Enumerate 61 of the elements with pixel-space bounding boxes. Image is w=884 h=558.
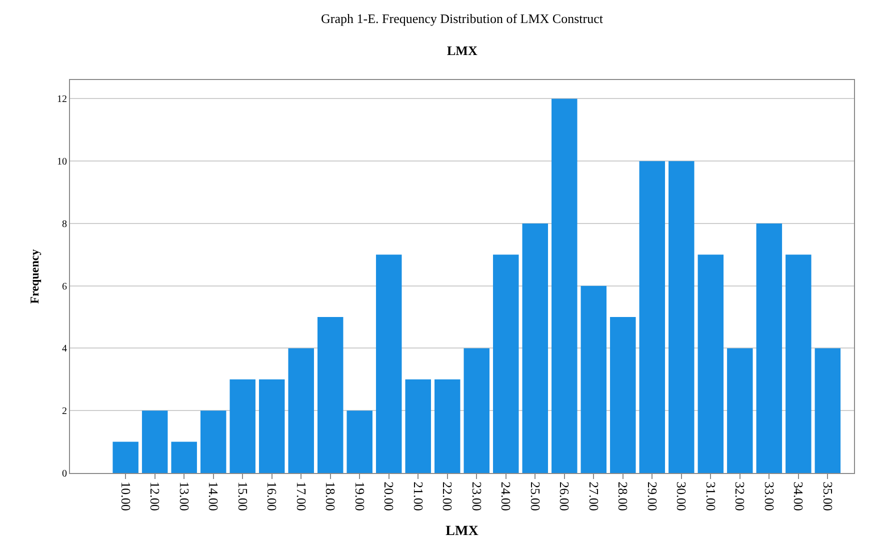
bar <box>639 161 666 473</box>
bar <box>464 348 490 473</box>
bar <box>200 410 226 473</box>
bar <box>317 317 344 473</box>
bar <box>493 254 519 473</box>
x-tick-label: 13.00 <box>176 482 192 511</box>
bar <box>580 286 607 473</box>
x-tick-label: 22.00 <box>440 482 456 511</box>
bar <box>258 379 285 473</box>
bar <box>434 379 460 473</box>
bar <box>756 223 782 473</box>
bar <box>230 379 256 473</box>
x-tick-label: 10.00 <box>118 482 134 511</box>
x-tick-label: 25.00 <box>528 482 543 511</box>
x-tick-label: 28.00 <box>616 482 631 511</box>
y-axis-title: Frequency <box>27 249 42 304</box>
y-tick-label: 4 <box>62 344 67 355</box>
chart-title: Graph 1-E. Frequency Distribution of LMX Construct <box>321 11 604 26</box>
x-tick-label: 20.00 <box>382 482 397 511</box>
y-tick-label: 0 <box>62 468 67 480</box>
bar <box>727 348 753 473</box>
x-tick-label: 16.00 <box>264 482 280 511</box>
x-tick-label: 21.00 <box>410 482 426 511</box>
x-tick-label: 31.00 <box>703 482 718 511</box>
bar <box>786 254 812 473</box>
chart-subtitle: LMX <box>447 43 478 58</box>
x-tick-label: 30.00 <box>674 482 690 511</box>
x-tick-label: 32.00 <box>732 482 748 511</box>
x-tick-label: 19.00 <box>352 482 368 511</box>
x-tick-label: 18.00 <box>323 482 338 511</box>
x-tick-label: 33.00 <box>762 482 777 511</box>
x-axis-title: LMX <box>446 524 478 540</box>
x-tick-label: 35.00 <box>820 482 836 511</box>
y-tick-label: 6 <box>62 281 67 292</box>
x-tick-label: 29.00 <box>644 482 660 511</box>
bar <box>668 161 694 473</box>
y-tick-label: 8 <box>62 218 67 230</box>
x-tick-label: 26.00 <box>557 482 572 511</box>
bar <box>171 442 197 473</box>
x-tick-label: 23.00 <box>469 482 484 511</box>
bar <box>142 410 168 473</box>
y-tick-label: 2 <box>62 406 67 418</box>
bar <box>112 442 138 473</box>
y-tick-label: 10 <box>57 156 67 168</box>
x-tick-label: 27.00 <box>586 482 602 511</box>
x-tick-label: 34.00 <box>791 482 806 511</box>
bar <box>522 223 548 473</box>
x-tick-label: 17.00 <box>294 482 309 511</box>
bar <box>288 348 314 473</box>
bar <box>346 410 372 473</box>
y-tick-label: 12 <box>57 94 67 106</box>
x-tick-label: 15.00 <box>235 482 250 511</box>
x-tick-label: 12.00 <box>148 482 163 511</box>
bar <box>610 317 636 473</box>
x-tick-label: 24.00 <box>498 482 514 511</box>
bar <box>814 348 841 473</box>
bar <box>376 254 402 473</box>
bar <box>698 254 724 473</box>
bar <box>552 98 578 473</box>
x-tick-label: 14.00 <box>206 482 222 511</box>
bar <box>405 379 431 473</box>
